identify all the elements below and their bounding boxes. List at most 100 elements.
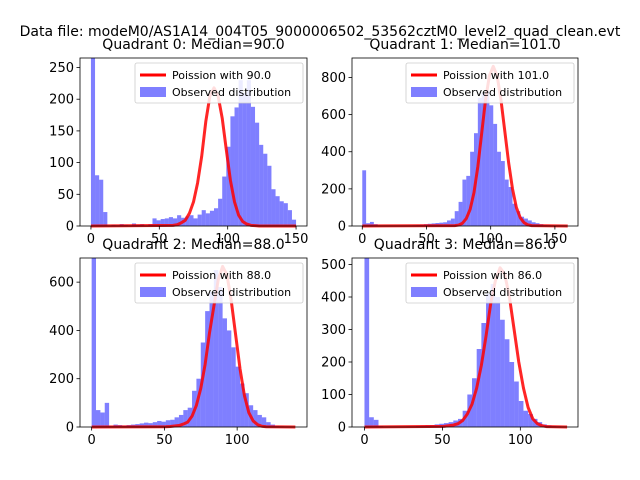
histogram-bar <box>504 339 510 427</box>
y-tick-label: 200 <box>49 93 74 108</box>
panel-quadrant-1: Quadrant 1: Median=101.0 0 50 100 150 0 200 40… <box>321 37 579 247</box>
axes-spine <box>351 257 579 428</box>
y-tick-label: 100 <box>321 388 346 403</box>
panel-title: Quadrant 3: Median=86.0 <box>374 237 556 253</box>
histogram-bar <box>104 402 110 427</box>
panel-quadrant-2: Quadrant 2: Median=88.0 0 50 100 0 200 400 600… <box>49 237 308 448</box>
histogram-bar <box>512 203 517 226</box>
y-tick-label: 150 <box>49 124 74 139</box>
y-tick-label: 600 <box>321 108 346 123</box>
histogram-bar <box>100 412 105 427</box>
panel-title: Quadrant 2: Median=88.0 <box>102 237 284 253</box>
axes-frame: 0 50 100 0 200 400 600 <box>49 257 308 448</box>
histogram-bar <box>165 420 171 427</box>
x-tick-label: 100 <box>478 232 503 247</box>
histogram-bar <box>466 175 471 226</box>
histogram-bar <box>139 423 145 427</box>
histogram-bar <box>189 215 194 226</box>
legend-observed-swatch <box>140 287 166 297</box>
histogram-bar <box>369 417 374 427</box>
histogram-bar <box>230 116 235 226</box>
legend-poisson-label: Poission with 90.0 <box>172 69 271 82</box>
observed-histogram <box>90 58 297 227</box>
histogram-bar <box>90 58 96 226</box>
legend: Poission with 90.0 Observed distribution <box>134 62 304 104</box>
histogram-bar <box>373 419 379 427</box>
histogram-bar <box>516 211 521 226</box>
y-tick-label: 0 <box>338 220 346 235</box>
panel-quadrant-3: Quadrant 3: Median=86.0 0 50 100 0 100 200 300… <box>321 237 579 448</box>
histogram-bar <box>148 423 153 427</box>
x-tick-label: 50 <box>418 232 435 247</box>
histogram-bar <box>201 210 206 226</box>
histogram-bar <box>156 220 161 226</box>
legend-observed-label: Observed distribution <box>172 86 291 99</box>
legend-observed-swatch <box>411 287 437 297</box>
histogram-bar <box>447 220 451 226</box>
histogram-bar <box>152 218 157 226</box>
legend-poisson-label: Poission with 101.0 <box>443 69 549 82</box>
histogram-bar <box>253 410 258 427</box>
axes-frame: 0 50 100 150 0 200 400 600 800 <box>321 57 579 247</box>
y-tick-label: 200 <box>321 356 346 371</box>
histogram-bar <box>497 151 501 226</box>
histogram-bar <box>291 219 297 226</box>
panel-title: Quadrant 1: Median=101.0 <box>369 37 560 53</box>
legend-box <box>134 262 304 304</box>
legend-box <box>405 62 575 104</box>
histogram-bar <box>450 218 455 226</box>
x-tick-label: 150 <box>284 232 309 247</box>
x-tick-label: 0 <box>88 433 96 448</box>
histogram-bar <box>222 176 227 226</box>
histogram-bar <box>226 330 232 427</box>
axes-spine <box>79 57 308 227</box>
x-tick-label: 0 <box>87 232 95 247</box>
histogram-bar <box>196 378 201 427</box>
x-tick-label: 100 <box>508 433 533 448</box>
legend-observed-label: Observed distribution <box>443 286 562 299</box>
histogram-bar <box>257 414 262 427</box>
histogram-bar <box>523 410 529 427</box>
legend-poisson-label: Poission with 86.0 <box>443 269 542 282</box>
legend-observed-swatch <box>140 87 166 97</box>
histogram-bar <box>91 258 97 427</box>
y-tick-label: 100 <box>49 156 74 171</box>
histogram-bar <box>157 420 162 427</box>
y-tick-label: 300 <box>321 323 346 338</box>
legend: Poission with 86.0 Observed distribution <box>405 262 575 304</box>
histogram-bar <box>531 222 536 226</box>
x-tick-label: 100 <box>225 433 250 448</box>
histogram-bar <box>161 421 166 427</box>
histogram-bar <box>528 414 533 427</box>
observed-histogram <box>364 258 561 428</box>
histogram-bar <box>508 187 513 226</box>
histogram-bar <box>490 284 496 427</box>
histogram-bar <box>259 144 264 226</box>
axes-frame: 0 50 100 150 0 50 100 150 200 250 <box>49 57 309 247</box>
histogram-bar <box>231 347 236 427</box>
histogram-bar <box>250 106 256 226</box>
histogram-bar <box>218 286 223 427</box>
legend-observed-label: Observed distribution <box>172 286 291 299</box>
histogram-bar <box>244 393 249 427</box>
y-tick-label: 400 <box>321 145 346 160</box>
y-tick-label: 0 <box>66 421 74 436</box>
histogram-bar <box>174 417 179 427</box>
histogram-bar <box>462 179 467 226</box>
histogram-bar <box>476 349 482 427</box>
y-tick-label: 0 <box>66 220 74 235</box>
histogram-bar <box>493 123 498 226</box>
panel-title: Quadrant 0: Median=90.0 <box>102 37 284 53</box>
histogram-bar <box>238 80 243 226</box>
histogram-bar <box>235 366 241 427</box>
histogram-bar <box>514 381 519 427</box>
histogram-bar <box>267 165 272 226</box>
histogram-bar <box>279 201 284 226</box>
x-tick-label: 0 <box>358 232 366 247</box>
histogram-bar <box>518 401 524 427</box>
histogram-bar <box>486 293 491 427</box>
histogram-bar <box>209 291 214 427</box>
histogram-bar <box>504 179 509 226</box>
y-tick-label: 200 <box>49 372 74 387</box>
